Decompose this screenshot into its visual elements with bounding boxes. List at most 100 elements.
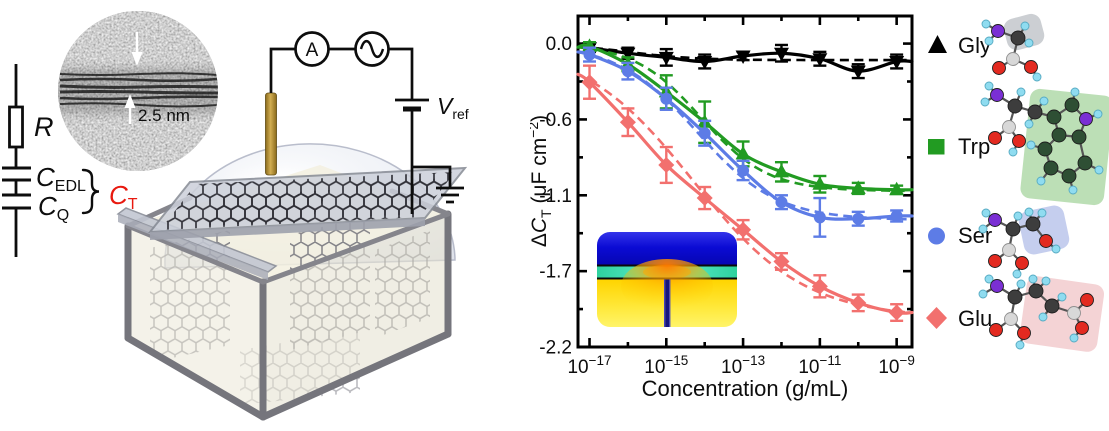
atom-H bbox=[1024, 119, 1034, 129]
x-tick-label: 10−17 bbox=[567, 353, 611, 378]
arrow-up-icon bbox=[124, 94, 136, 108]
data-marker-triangle-down bbox=[658, 51, 674, 66]
plot-area: 10−17 10−15 10−13 10−11 10−9 0.0 -0.6 -1.1 -1.7 -… bbox=[539, 14, 915, 378]
resistor-label: R bbox=[34, 112, 54, 142]
data-marker-diamond bbox=[619, 114, 636, 131]
atom-H bbox=[1020, 21, 1030, 31]
ammeter-label: A bbox=[306, 40, 319, 61]
atom-C bbox=[1044, 298, 1060, 314]
sensor-device bbox=[116, 92, 468, 421]
atom-H bbox=[1069, 333, 1079, 343]
wire bbox=[388, 47, 414, 100]
inset-simulation bbox=[597, 232, 737, 327]
x-axis-label: Concentration (g/mL) bbox=[642, 376, 849, 401]
data-marker-diamond bbox=[773, 253, 790, 270]
atom-H bbox=[984, 36, 994, 46]
x-tick-label: 10−9 bbox=[878, 353, 915, 378]
atom-H bbox=[1037, 208, 1047, 218]
data-marker-circle bbox=[890, 209, 903, 222]
lid-thickness bbox=[150, 218, 425, 240]
atom-H bbox=[981, 19, 991, 29]
box-frame bbox=[124, 210, 452, 421]
atom-H bbox=[1057, 292, 1067, 302]
molecule-illustrations bbox=[978, 13, 1109, 352]
legend-label: Trp bbox=[958, 134, 990, 159]
graphene-patch bbox=[200, 190, 330, 226]
svg-text:ΔCT (μF cm−2): ΔCT (μF cm−2) bbox=[530, 115, 554, 247]
x-tick-label: 10−11 bbox=[798, 353, 841, 378]
atom-O bbox=[1024, 60, 1038, 74]
atom-H bbox=[1068, 185, 1078, 195]
data-marker-triangle-down bbox=[620, 47, 636, 62]
y-tick-label: -2.2 bbox=[539, 338, 572, 359]
atom-O bbox=[1039, 234, 1053, 248]
atom-C bbox=[1028, 283, 1044, 299]
atom-O bbox=[992, 61, 1006, 75]
data-marker-triangle-up bbox=[889, 181, 905, 196]
ser-marker-icon bbox=[928, 227, 945, 245]
legend-label: Gly bbox=[958, 33, 991, 58]
atom-H bbox=[1051, 244, 1061, 254]
atom-G bbox=[1064, 97, 1080, 113]
sine-wave-icon bbox=[359, 39, 385, 59]
data-marker-triangle-down bbox=[773, 47, 789, 62]
atom-H bbox=[1028, 274, 1038, 284]
chart-legend: Gly Trp Ser Glu bbox=[926, 13, 1109, 352]
lattice-fringes bbox=[59, 72, 218, 108]
data-marker-triangle-down bbox=[889, 56, 905, 70]
chart-frame bbox=[576, 14, 914, 349]
atom-H bbox=[1016, 87, 1026, 97]
atom-H bbox=[1013, 211, 1023, 221]
inset-channel bbox=[665, 279, 670, 327]
data-marker-circle bbox=[813, 211, 826, 224]
capacitor-edl-icon bbox=[2, 166, 31, 182]
atom-G bbox=[1043, 160, 1059, 176]
atom-N bbox=[1079, 112, 1093, 126]
atom-H bbox=[978, 224, 988, 234]
chart-plot-svg: Concentration (g/mL) ΔCT (μF cm−2) 10−17… bbox=[530, 14, 915, 401]
data-marker-circle bbox=[852, 212, 865, 225]
graphene-lid bbox=[147, 166, 468, 240]
scale-arrows bbox=[124, 32, 143, 124]
atom-C bbox=[1025, 216, 1041, 232]
data-marker-circle bbox=[621, 65, 634, 78]
data-marker-circle bbox=[737, 164, 750, 177]
legend-item-glu: Glu bbox=[926, 306, 992, 331]
atom-O bbox=[1012, 134, 1026, 148]
trp-marker-icon bbox=[928, 139, 945, 155]
atom-H bbox=[1015, 340, 1025, 350]
data-marker-triangle-up bbox=[812, 176, 828, 190]
atom-H bbox=[984, 81, 994, 91]
data-marker-circle bbox=[660, 92, 673, 105]
atom-O bbox=[1080, 293, 1094, 307]
atom-H bbox=[1024, 38, 1034, 48]
molecule-glutamate bbox=[978, 274, 1105, 352]
brace-icon bbox=[81, 168, 100, 215]
atom-N bbox=[990, 88, 1004, 102]
legend-item-trp: Trp bbox=[928, 134, 990, 159]
y-tick-label: -1.7 bbox=[539, 262, 572, 283]
atom-H bbox=[978, 289, 988, 299]
atom-C bbox=[1010, 30, 1026, 46]
atom-O bbox=[989, 323, 1003, 337]
atom-N bbox=[990, 279, 1004, 293]
atom-C bbox=[1007, 289, 1023, 305]
atom-O bbox=[1075, 321, 1089, 335]
data-marker-diamond bbox=[658, 156, 675, 173]
atom-O bbox=[988, 131, 1002, 145]
atom-N bbox=[991, 24, 1005, 38]
atom-C bbox=[1005, 221, 1021, 237]
x-tick-label: 10−13 bbox=[721, 353, 765, 378]
atom-H bbox=[1016, 279, 1026, 289]
data-marker-triangle-down bbox=[735, 50, 751, 64]
data-marker-triangle-down bbox=[812, 53, 828, 67]
atom-C bbox=[1007, 98, 1023, 114]
box-front-right-face bbox=[263, 214, 448, 417]
y-tick-label: -1.1 bbox=[539, 186, 572, 207]
atom-L bbox=[1004, 312, 1018, 326]
sidechain-highlight bbox=[1003, 13, 1045, 51]
atom-H bbox=[1036, 176, 1046, 186]
data-marker-diamond bbox=[581, 74, 598, 91]
atom-L bbox=[1006, 52, 1020, 66]
